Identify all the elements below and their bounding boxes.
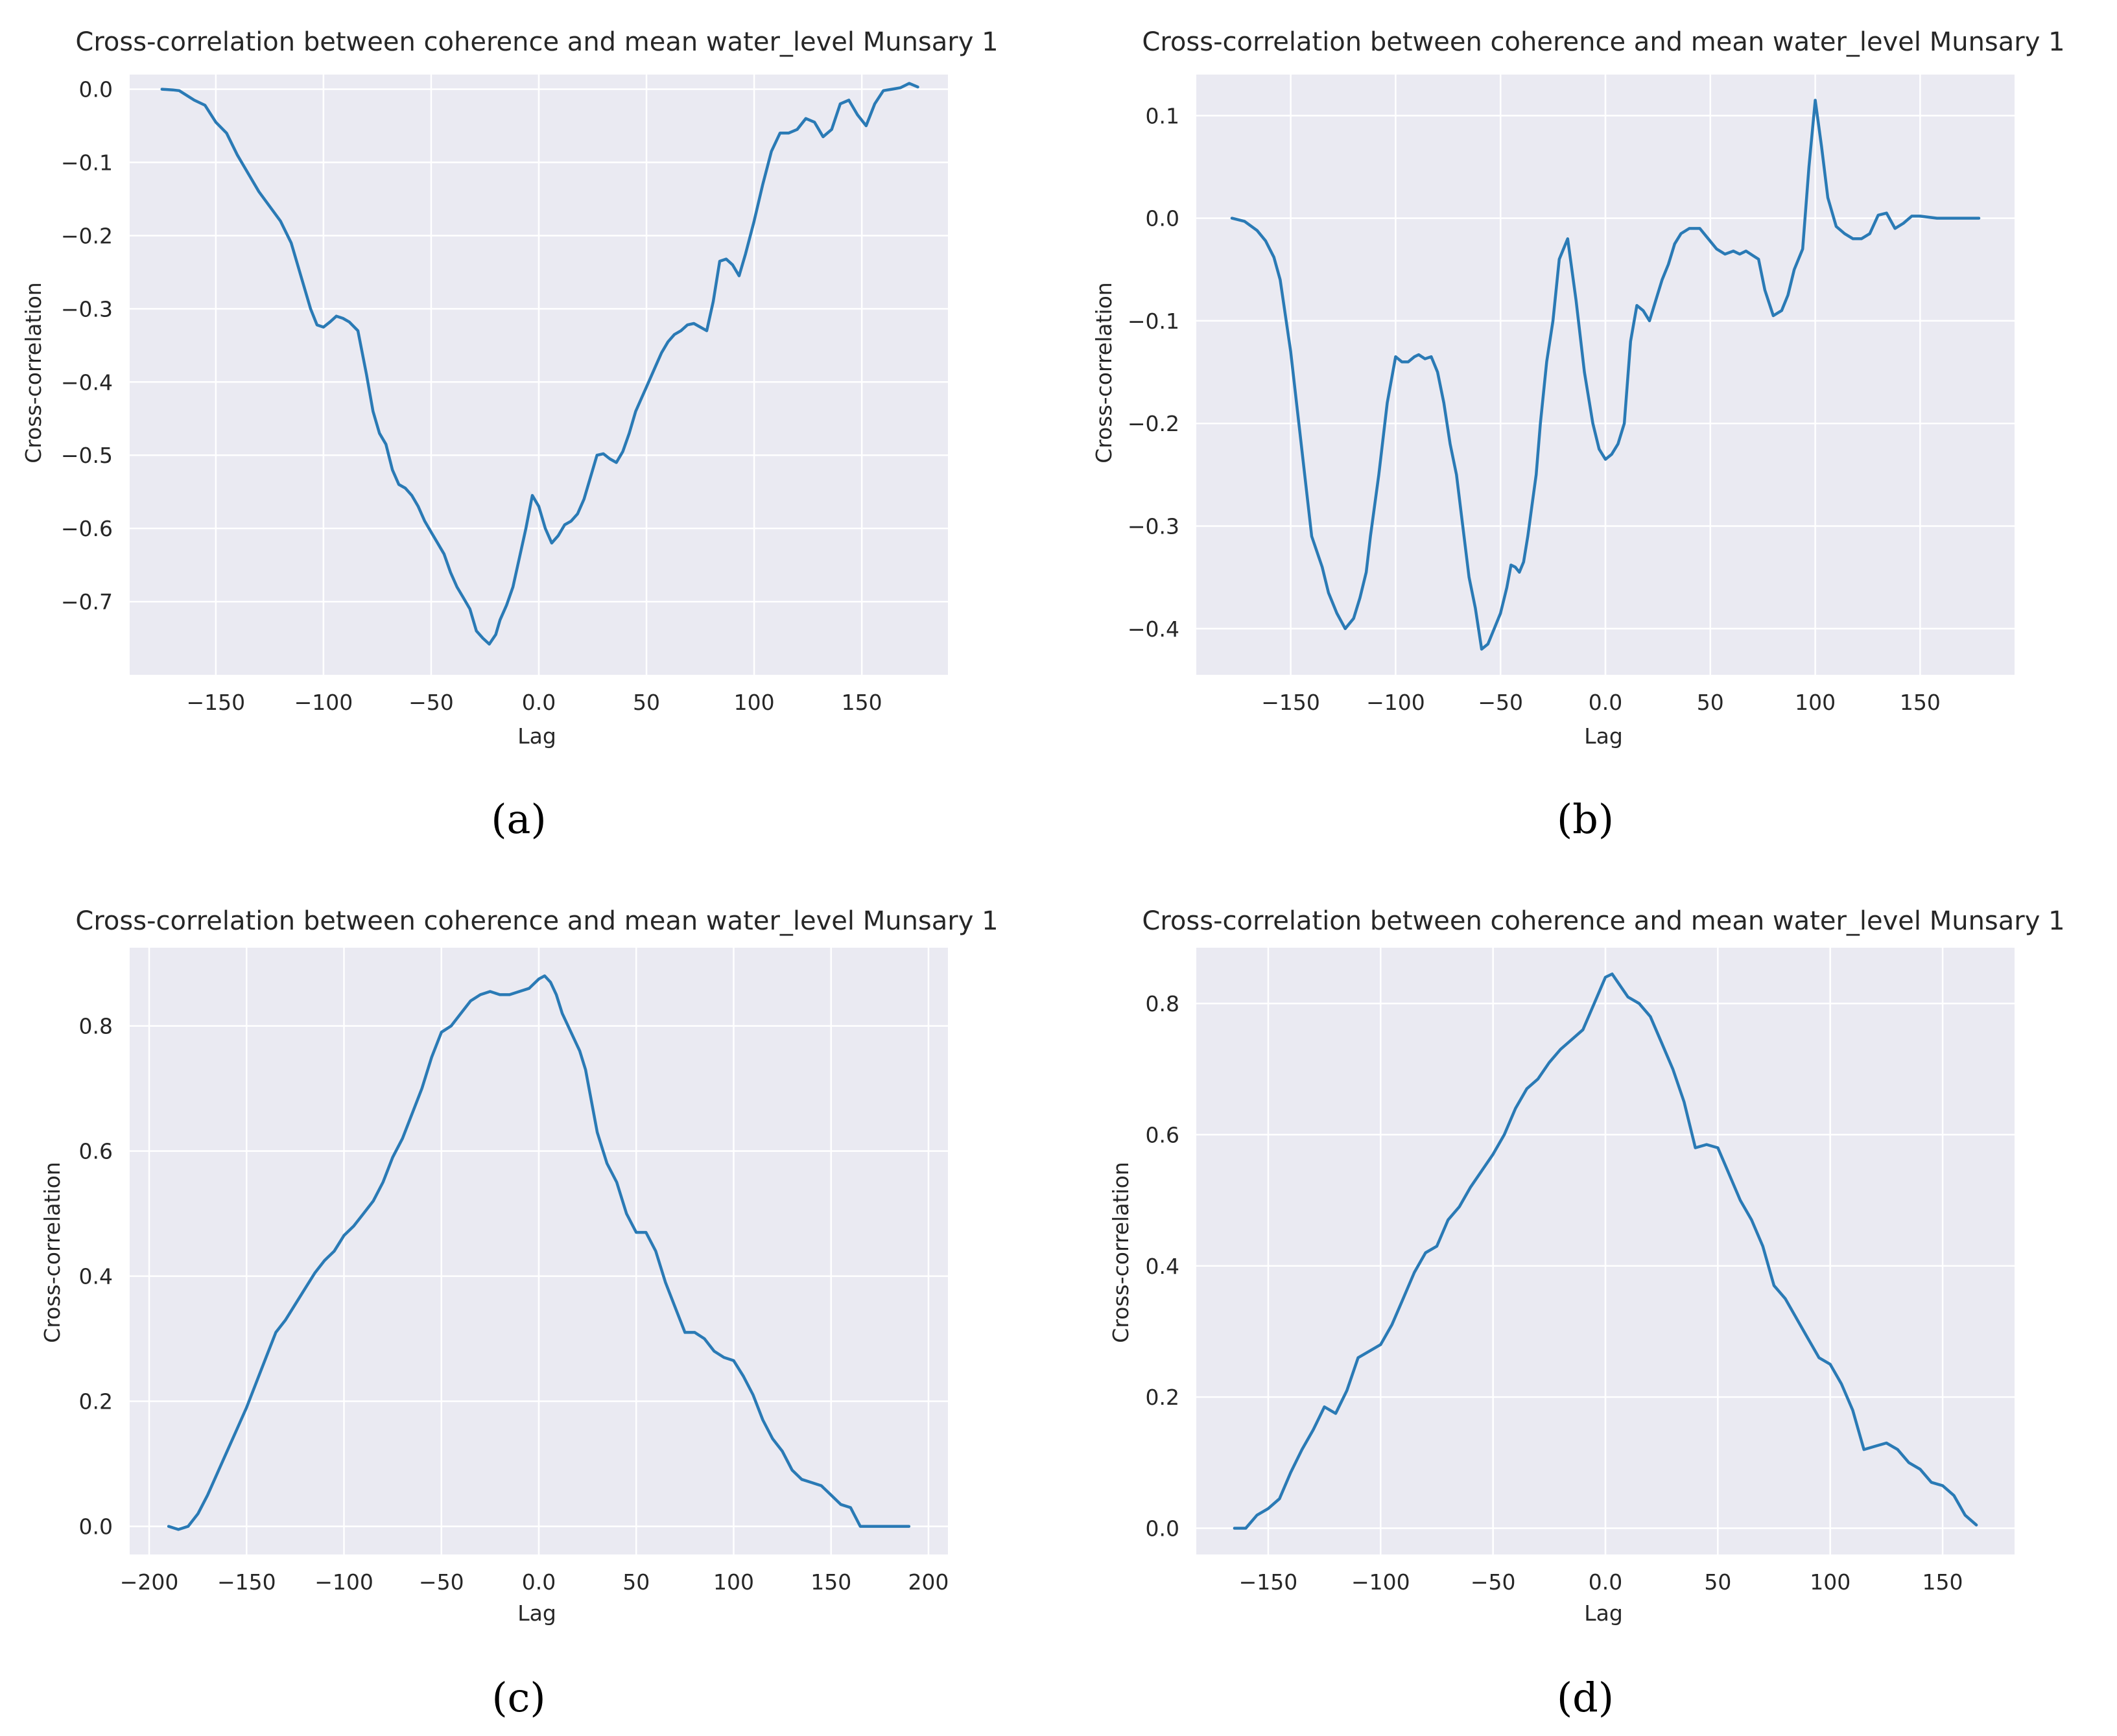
- y-tick-label: 0.0: [1146, 206, 1179, 231]
- y-tick-label: 0.0: [1146, 1516, 1179, 1542]
- y-axis-label: Cross-correlation: [1091, 282, 1117, 463]
- panel-label: (b): [1557, 795, 1614, 843]
- y-tick-label: −0.4: [1128, 616, 1179, 642]
- x-tick-label: 150: [1922, 1569, 1963, 1595]
- y-tick-label: 0.8: [79, 1014, 113, 1039]
- y-tick-label: −0.1: [61, 150, 113, 176]
- x-tick-label: −100: [314, 1569, 373, 1595]
- x-tick-label: 0.0: [522, 690, 556, 715]
- chart-b: Cross-correlation between coherence and …: [1091, 27, 2065, 843]
- x-tick-label: −150: [187, 690, 246, 715]
- plot-area: [130, 75, 948, 675]
- y-tick-label: 0.4: [79, 1264, 113, 1289]
- x-tick-label: −150: [1261, 690, 1320, 715]
- x-tick-label: −50: [1471, 1569, 1516, 1595]
- y-tick-label: 0.0: [79, 1514, 113, 1540]
- y-tick-label: 0.2: [79, 1389, 113, 1414]
- chart-title: Cross-correlation between coherence and …: [75, 27, 998, 57]
- x-tick-label: −50: [408, 690, 454, 715]
- x-tick-label: 150: [810, 1569, 851, 1595]
- x-tick-label: 200: [908, 1569, 949, 1595]
- y-tick-label: −0.2: [61, 223, 113, 248]
- panel-label: (c): [491, 1674, 545, 1721]
- chart-c: Cross-correlation between coherence and …: [40, 906, 999, 1721]
- x-tick-label: −200: [120, 1569, 179, 1595]
- y-tick-label: 0.4: [1146, 1254, 1179, 1279]
- x-tick-label: −150: [1239, 1569, 1298, 1595]
- chart-title: Cross-correlation between coherence and …: [1142, 906, 2064, 936]
- chart-d: Cross-correlation between coherence and …: [1108, 906, 2065, 1721]
- x-axis-label: Lag: [517, 1601, 556, 1626]
- x-tick-label: −150: [217, 1569, 276, 1595]
- x-tick-label: 0.0: [1589, 1569, 1622, 1595]
- plot-area: [1196, 948, 2015, 1554]
- y-tick-label: −0.4: [61, 369, 113, 395]
- x-tick-label: 150: [1900, 690, 1941, 715]
- x-tick-label: 100: [1810, 1569, 1851, 1595]
- x-tick-label: 100: [734, 690, 775, 715]
- y-tick-label: 0.8: [1146, 991, 1179, 1016]
- y-axis-label: Cross-correlation: [40, 1162, 65, 1343]
- y-tick-label: 0.6: [1146, 1122, 1179, 1147]
- panel-label: (a): [491, 795, 546, 843]
- y-tick-label: −0.3: [1128, 513, 1179, 539]
- y-tick-label: −0.5: [61, 443, 113, 468]
- x-axis-label: Lag: [1584, 723, 1623, 749]
- x-tick-label: 50: [633, 690, 660, 715]
- series-line: [1233, 972, 1978, 1530]
- x-tick-label: −50: [419, 1569, 464, 1595]
- plot-area: [1196, 75, 2015, 675]
- y-tick-label: 0.1: [1146, 103, 1179, 128]
- y-tick-label: 0.2: [1146, 1385, 1179, 1410]
- x-tick-label: −50: [1478, 690, 1523, 715]
- x-tick-label: 100: [713, 1569, 754, 1595]
- y-tick-label: 0.6: [79, 1139, 113, 1164]
- y-tick-label: −0.3: [61, 296, 113, 322]
- y-tick-label: −0.7: [61, 589, 113, 615]
- y-tick-label: 0.0: [79, 77, 113, 102]
- y-tick-label: −0.2: [1128, 411, 1179, 436]
- x-tick-label: 50: [1697, 690, 1724, 715]
- x-axis-label: Lag: [1584, 1601, 1623, 1626]
- chart-a: Cross-correlation between coherence and …: [21, 27, 999, 843]
- x-tick-label: 0.0: [1589, 690, 1622, 715]
- series-line: [167, 974, 911, 1531]
- x-tick-label: 150: [842, 690, 882, 715]
- x-tick-label: 50: [1704, 1569, 1731, 1595]
- x-tick-label: −100: [294, 690, 353, 715]
- chart-title: Cross-correlation between coherence and …: [75, 906, 998, 936]
- y-axis-label: Cross-correlation: [1108, 1162, 1133, 1343]
- y-tick-label: −0.1: [1128, 309, 1179, 334]
- chart-title: Cross-correlation between coherence and …: [1142, 27, 2064, 57]
- series-line: [1230, 99, 1981, 651]
- y-axis-label: Cross-correlation: [21, 282, 46, 463]
- x-tick-label: −100: [1366, 690, 1425, 715]
- x-tick-label: 100: [1795, 690, 1836, 715]
- x-tick-label: 0.0: [522, 1569, 556, 1595]
- series-line: [160, 82, 919, 646]
- y-tick-label: −0.6: [61, 516, 113, 541]
- x-tick-label: 50: [622, 1569, 650, 1595]
- x-axis-label: Lag: [517, 723, 556, 749]
- plot-area: [130, 948, 948, 1554]
- panel-label: (d): [1557, 1674, 1614, 1721]
- x-tick-label: −100: [1351, 1569, 1410, 1595]
